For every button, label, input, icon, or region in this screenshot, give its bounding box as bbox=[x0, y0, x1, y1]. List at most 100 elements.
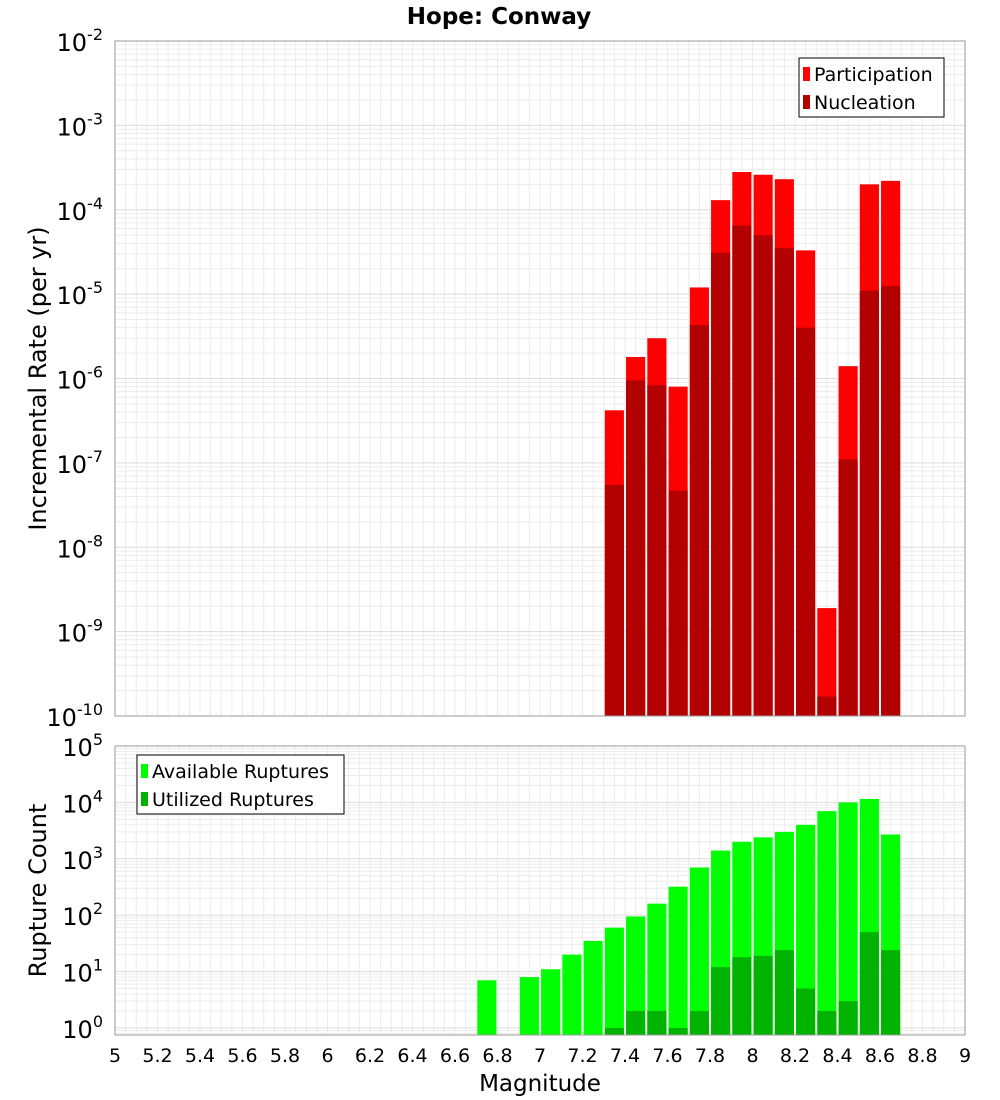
bar-nucleation bbox=[668, 490, 688, 716]
x-tick-label: 6.8 bbox=[482, 1045, 512, 1067]
y-tick-exponent: -5 bbox=[87, 278, 103, 297]
y-tick-base: 10 bbox=[57, 367, 88, 395]
bar-nucleation bbox=[838, 459, 858, 716]
y-tick-label: 101 bbox=[62, 956, 103, 988]
x-tick-label: 6.4 bbox=[397, 1045, 427, 1067]
bar-utilized-ruptures bbox=[753, 955, 773, 1035]
y-tick-base: 10 bbox=[57, 535, 88, 563]
y-tick-exponent: -4 bbox=[87, 194, 103, 213]
bar-participation bbox=[817, 608, 837, 716]
y-tick-base: 10 bbox=[62, 847, 93, 875]
y-tick-exponent: 5 bbox=[93, 730, 103, 749]
x-tick-label: 5.6 bbox=[227, 1045, 257, 1067]
bar-nucleation bbox=[753, 235, 773, 716]
bar-utilized-ruptures bbox=[604, 1027, 624, 1035]
y-tick-label: 10-2 bbox=[57, 25, 104, 57]
bar-available-ruptures bbox=[541, 969, 561, 1035]
bar-available-ruptures bbox=[796, 824, 816, 1035]
bar-utilized-ruptures bbox=[732, 957, 752, 1035]
bar-utilized-ruptures bbox=[796, 988, 816, 1035]
y-tick-exponent: -7 bbox=[87, 447, 103, 466]
bar-nucleation bbox=[689, 325, 709, 716]
y-tick-label: 10-9 bbox=[57, 616, 104, 648]
y-tick-base: 10 bbox=[57, 451, 88, 479]
legend: Participation Nucleation bbox=[798, 57, 945, 118]
bar-utilized-ruptures bbox=[817, 1010, 837, 1035]
bar-available-ruptures bbox=[519, 977, 539, 1035]
y-tick-label: 103 bbox=[62, 843, 103, 875]
y-tick-exponent: -3 bbox=[87, 109, 103, 128]
bar-nucleation bbox=[881, 285, 901, 716]
bar-utilized-ruptures bbox=[838, 1001, 858, 1035]
bar-utilized-ruptures bbox=[626, 1010, 646, 1035]
bar-utilized-ruptures bbox=[859, 932, 879, 1035]
y-tick-base: 10 bbox=[57, 282, 88, 310]
y-axis-label: Incremental Rate (per yr) bbox=[24, 226, 52, 530]
x-tick-label: 5 bbox=[109, 1045, 121, 1067]
y-tick-base: 10 bbox=[57, 113, 88, 141]
rate-panel: 10-1010-910-810-710-610-510-410-310-2Inc… bbox=[24, 4, 966, 732]
y-tick-label: 10-4 bbox=[57, 194, 104, 226]
bar-available-ruptures bbox=[668, 886, 688, 1035]
x-tick-label: 7 bbox=[534, 1045, 546, 1067]
y-tick-label: 100 bbox=[62, 1012, 103, 1044]
x-axis-label: Magnitude bbox=[479, 1071, 601, 1097]
x-tick-label: 6.2 bbox=[355, 1045, 385, 1067]
y-tick-exponent: 0 bbox=[93, 1012, 103, 1031]
x-tick-label: 7.8 bbox=[695, 1045, 725, 1067]
x-tick-label: 5.8 bbox=[270, 1045, 300, 1067]
y-tick-base: 10 bbox=[57, 198, 88, 226]
bar-nucleation bbox=[859, 290, 879, 716]
legend-label: Utilized Ruptures bbox=[152, 789, 314, 811]
plot-border bbox=[114, 40, 966, 717]
bar-available-ruptures bbox=[604, 927, 624, 1035]
y-tick-label: 10-6 bbox=[57, 363, 104, 395]
y-tick-base: 10 bbox=[62, 903, 93, 931]
bar-nucleation bbox=[817, 696, 837, 716]
bar-nucleation bbox=[604, 484, 624, 716]
bar-utilized-ruptures bbox=[774, 950, 794, 1035]
x-tick-label: 7.6 bbox=[652, 1045, 682, 1067]
bar-utilized-ruptures bbox=[689, 1010, 709, 1035]
bar-utilized-ruptures bbox=[881, 950, 901, 1035]
bar-nucleation bbox=[647, 385, 667, 716]
x-tick-label: 6.6 bbox=[440, 1045, 470, 1067]
y-tick-exponent: -8 bbox=[87, 531, 103, 550]
legend-box bbox=[798, 57, 945, 118]
x-tick-label: 8 bbox=[746, 1045, 758, 1067]
y-tick-base: 10 bbox=[57, 620, 88, 648]
y-tick-label: 10-8 bbox=[57, 531, 104, 563]
y-tick-base: 10 bbox=[62, 1016, 93, 1044]
x-tick-label: 7.4 bbox=[610, 1045, 640, 1067]
magnitude-axis: 5 5.2 5.4 5.6 5.8 6 6.2 6.4 6.6 6.8 7 7.2 7.4 7.6 7.8 8… bbox=[109, 1045, 971, 1097]
y-tick-label: 105 bbox=[62, 730, 103, 762]
y-tick-exponent: -10 bbox=[77, 700, 103, 719]
y-tick-label: 10-10 bbox=[46, 700, 103, 732]
y-tick-base: 10 bbox=[62, 734, 93, 762]
bar-nucleation bbox=[796, 327, 816, 716]
y-tick-exponent: 3 bbox=[93, 843, 103, 862]
y-tick-label: 104 bbox=[62, 786, 103, 818]
bar-nucleation bbox=[774, 248, 794, 717]
x-tick-label: 8.8 bbox=[907, 1045, 937, 1067]
y-tick-exponent: 1 bbox=[93, 956, 103, 975]
y-tick-base: 10 bbox=[62, 790, 93, 818]
legend-label: Available Ruptures bbox=[152, 761, 329, 783]
legend-swatch bbox=[141, 764, 148, 778]
bar-available-ruptures bbox=[626, 916, 646, 1035]
x-tick-label: 8.4 bbox=[822, 1045, 852, 1067]
legend-label: Nucleation bbox=[814, 92, 916, 114]
y-tick-label: 10-5 bbox=[57, 278, 104, 310]
x-tick-label: 6 bbox=[321, 1045, 333, 1067]
x-tick-label: 5.4 bbox=[185, 1045, 215, 1067]
legend-swatch bbox=[803, 95, 810, 109]
x-tick-label: 9 bbox=[959, 1045, 971, 1067]
x-tick-label: 8.6 bbox=[865, 1045, 895, 1067]
bar-available-ruptures bbox=[838, 802, 858, 1035]
y-tick-exponent: -9 bbox=[87, 616, 103, 635]
bar-available-ruptures bbox=[583, 940, 603, 1035]
bar-utilized-ruptures bbox=[711, 967, 731, 1035]
bar-available-ruptures bbox=[817, 811, 837, 1035]
